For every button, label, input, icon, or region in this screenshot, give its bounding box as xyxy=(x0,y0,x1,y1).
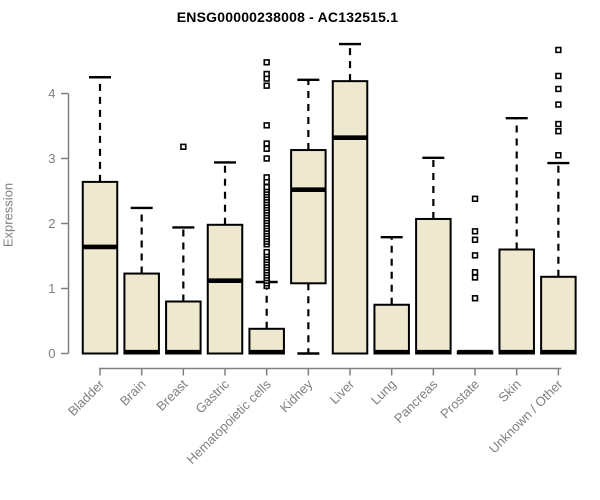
box-group-kidney xyxy=(290,78,327,355)
iqr-box xyxy=(81,180,119,355)
iqr-box xyxy=(165,300,202,355)
outlier-point xyxy=(263,155,270,162)
outlier-point xyxy=(555,85,562,93)
box-group-bladder xyxy=(81,76,119,355)
outlier-point xyxy=(263,59,270,66)
box-group-breast xyxy=(165,143,202,355)
x-tick-label-kidney: Kidney xyxy=(277,376,316,415)
outlier-point xyxy=(555,72,562,80)
box-group-unknown-other xyxy=(540,46,577,355)
x-tick-label-skin: Skin xyxy=(495,377,523,405)
x-tick-label-liver: Liver xyxy=(327,376,358,407)
iqr-box xyxy=(498,248,535,355)
x-tick-label-unknown-other: Unknown / Other xyxy=(486,376,566,456)
outlier-point xyxy=(555,46,562,54)
chart-title: ENSG00000238008 - AC132515.1 xyxy=(176,9,399,25)
outlier-point xyxy=(263,82,270,89)
outlier-point xyxy=(263,145,270,152)
x-tick-label-prostate: Prostate xyxy=(437,377,482,422)
x-tick-label-bladder: Bladder xyxy=(65,376,108,419)
iqr-box xyxy=(290,149,327,285)
y-tick-label: 1 xyxy=(48,281,55,296)
x-tick-label-pancreas: Pancreas xyxy=(391,376,441,426)
y-tick-label: 4 xyxy=(48,86,55,101)
y-tick-label: 2 xyxy=(48,216,55,231)
outlier-point xyxy=(555,128,562,135)
outlier-point xyxy=(471,236,479,243)
iqr-box xyxy=(415,217,452,355)
outlier-point xyxy=(471,274,479,281)
outlier-point xyxy=(555,120,562,128)
x-tick-label-lung: Lung xyxy=(368,377,399,408)
iqr-box xyxy=(331,80,369,355)
x-tick-label-brain: Brain xyxy=(117,377,149,409)
outlier-point xyxy=(555,152,562,159)
box-group-gastric xyxy=(206,161,244,355)
x-tick-label-gastric: Gastric xyxy=(192,376,232,416)
iqr-box xyxy=(206,223,244,355)
box-group-brain xyxy=(123,206,160,355)
y-tick-label: 3 xyxy=(48,151,55,166)
y-tick-label: 0 xyxy=(48,346,55,361)
x-tick-label-breast: Breast xyxy=(153,376,190,413)
outlier-point xyxy=(471,252,479,259)
outlier-point xyxy=(471,195,479,202)
outlier-point xyxy=(263,140,270,147)
outlier-point xyxy=(555,101,562,108)
iqr-box xyxy=(248,327,285,355)
outlier-point xyxy=(471,228,479,235)
outlier-point xyxy=(180,143,187,150)
outlier-point xyxy=(471,295,479,302)
iqr-box xyxy=(373,303,410,355)
box-group-liver xyxy=(331,42,369,355)
outlier-point xyxy=(263,183,270,191)
iqr-box xyxy=(123,272,160,355)
outlier-point xyxy=(471,269,479,276)
outlier-point xyxy=(263,70,270,78)
box-group-prostate xyxy=(456,195,494,355)
box-group-lung xyxy=(373,235,410,355)
box-group-pancreas xyxy=(415,156,452,355)
box-group-hematopoietic-cells xyxy=(248,59,285,355)
box-group-skin xyxy=(498,116,535,355)
iqr-box xyxy=(540,275,577,355)
outlier-point xyxy=(263,122,270,129)
outlier-point xyxy=(263,248,270,256)
outlier-point xyxy=(263,174,270,181)
